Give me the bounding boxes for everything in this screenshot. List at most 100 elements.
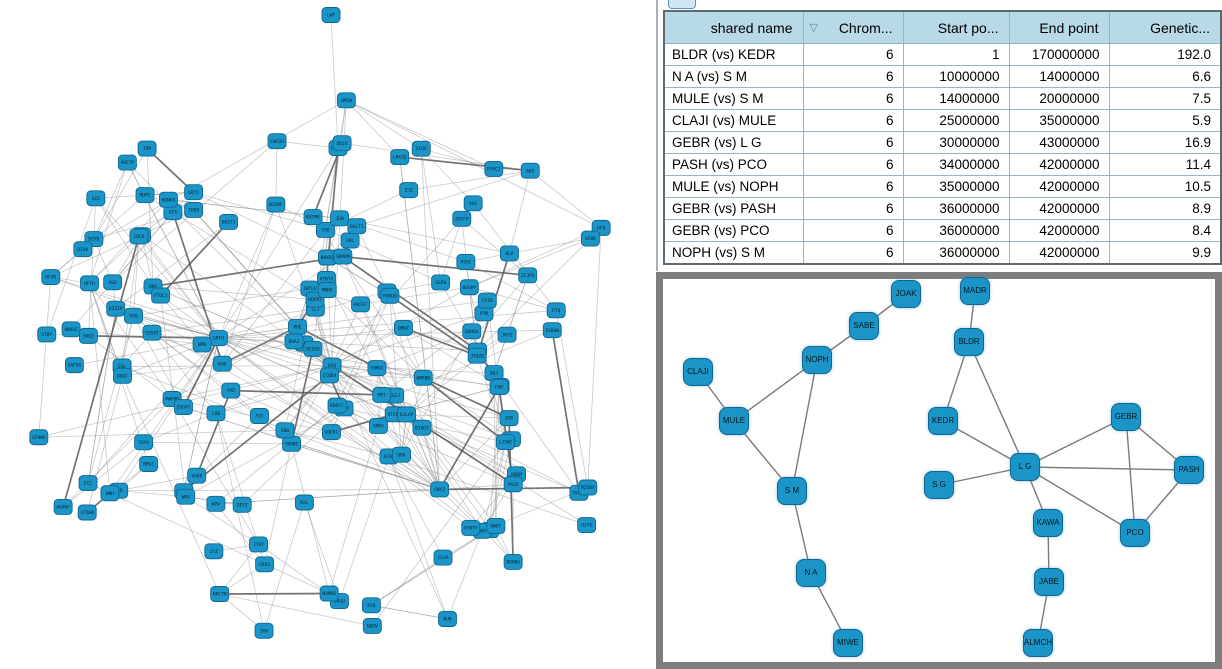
network-node[interactable] xyxy=(503,476,523,493)
network-node[interactable] xyxy=(327,397,347,414)
network-node[interactable] xyxy=(499,410,519,427)
network-node[interactable] xyxy=(332,135,352,152)
column-header-end-point[interactable]: End point xyxy=(1008,10,1110,44)
network-node-s-m[interactable]: S M xyxy=(777,477,807,505)
network-node[interactable] xyxy=(577,517,597,533)
network-node[interactable] xyxy=(37,326,57,343)
column-header-genetic[interactable]: Genetic... xyxy=(1108,10,1222,44)
network-node[interactable] xyxy=(330,210,350,227)
network-node[interactable] xyxy=(321,7,341,23)
table-cell[interactable]: 36000000 xyxy=(902,197,1010,220)
network-node[interactable] xyxy=(463,195,483,212)
table-cell[interactable]: 8.9 xyxy=(1108,197,1222,220)
table-cell[interactable]: 6 xyxy=(802,65,904,88)
network-node-bldr[interactable]: BLDR xyxy=(954,328,984,356)
network-node[interactable] xyxy=(477,292,497,309)
column-header-chromosome[interactable]: ▽ Chrom... xyxy=(802,10,904,44)
network-node-kawa[interactable]: KAWA xyxy=(1033,509,1063,537)
network-node[interactable] xyxy=(106,300,126,317)
network-node[interactable] xyxy=(284,333,304,350)
network-node[interactable] xyxy=(129,228,149,245)
network-node[interactable] xyxy=(80,275,99,292)
table-cell[interactable]: 10000000 xyxy=(902,65,1010,88)
network-node[interactable] xyxy=(303,340,323,357)
network-node[interactable] xyxy=(158,191,178,208)
table-cell[interactable]: 34000000 xyxy=(902,153,1010,176)
network-node[interactable] xyxy=(486,517,506,534)
network-node[interactable] xyxy=(500,245,519,262)
network-node-jabe[interactable]: JABE xyxy=(1034,568,1064,596)
network-node[interactable] xyxy=(542,322,562,339)
network-node-kedr[interactable]: KEDR xyxy=(928,407,958,435)
network-node[interactable] xyxy=(192,336,212,353)
table-cell[interactable]: 1 xyxy=(902,43,1010,66)
network-node[interactable] xyxy=(411,140,431,157)
network-node[interactable] xyxy=(462,323,482,340)
network-node[interactable] xyxy=(351,296,371,313)
network-node[interactable] xyxy=(267,133,287,150)
network-node[interactable] xyxy=(459,279,479,296)
network-node[interactable] xyxy=(206,405,226,422)
table-cell[interactable]: 6 xyxy=(802,131,904,154)
table-cell[interactable]: 8.4 xyxy=(1108,219,1222,242)
table-cell[interactable]: 6 xyxy=(802,153,904,176)
network-node[interactable] xyxy=(461,519,481,536)
network-node[interactable] xyxy=(151,287,171,304)
network-node[interactable] xyxy=(210,586,230,602)
network-node[interactable] xyxy=(392,446,411,463)
network-node[interactable] xyxy=(503,553,523,570)
table-cell[interactable]: GEBR (vs) PASH xyxy=(663,197,804,220)
network-node[interactable] xyxy=(303,209,323,226)
network-node[interactable] xyxy=(496,434,515,451)
table-cell[interactable]: N A (vs) S M xyxy=(663,65,804,88)
table-cell[interactable]: 36000000 xyxy=(902,241,1010,265)
network-node[interactable] xyxy=(139,456,159,472)
table-cell[interactable]: 6 xyxy=(802,175,904,198)
network-node[interactable] xyxy=(266,196,286,213)
network-node-pash[interactable]: PASH xyxy=(1174,456,1204,484)
network-node[interactable] xyxy=(321,424,341,441)
table-cell[interactable]: 42000000 xyxy=(1008,153,1110,176)
network-node-joak[interactable]: JOAK xyxy=(891,280,921,308)
table-cell[interactable]: CLAJI (vs) MULE xyxy=(663,109,804,132)
network-node-madr[interactable]: MADR xyxy=(960,277,990,305)
table-cell[interactable]: 6 xyxy=(802,219,904,242)
table-cell[interactable]: MULE (vs) NOPH xyxy=(663,175,804,198)
network-node[interactable] xyxy=(219,213,239,230)
table-cell[interactable]: GEBR (vs) PCO xyxy=(663,219,804,242)
table-cell[interactable]: 42000000 xyxy=(1008,241,1110,265)
network-node[interactable] xyxy=(137,140,157,157)
network-node[interactable] xyxy=(173,399,193,416)
network-node[interactable] xyxy=(41,269,61,285)
network-node[interactable] xyxy=(347,218,367,235)
table-cell[interactable]: 6.6 xyxy=(1108,65,1222,88)
network-node[interactable] xyxy=(135,187,155,203)
table-cell[interactable]: 6 xyxy=(802,241,904,265)
table-cell[interactable]: NOPH (vs) S M xyxy=(663,241,804,265)
network-node[interactable] xyxy=(275,422,295,439)
table-cell[interactable]: 6 xyxy=(802,87,904,110)
network-node[interactable] xyxy=(380,287,400,304)
table-cell[interactable]: 192.0 xyxy=(1108,43,1222,66)
network-node[interactable] xyxy=(362,618,382,634)
network-node[interactable] xyxy=(431,274,451,291)
table-cell[interactable]: 42000000 xyxy=(1008,175,1110,198)
scrollbar-thumb[interactable] xyxy=(668,0,696,9)
table-cell[interactable]: 14000000 xyxy=(902,87,1010,110)
network-node-s-g[interactable]: S G xyxy=(924,471,954,499)
table-cell[interactable]: 7.5 xyxy=(1108,87,1222,110)
network-node[interactable] xyxy=(333,248,353,265)
network-node-almch[interactable]: ALMCH xyxy=(1023,629,1053,657)
network-node[interactable] xyxy=(204,543,224,560)
network-node[interactable] xyxy=(53,499,73,515)
network-node[interactable] xyxy=(433,549,453,566)
network-node[interactable] xyxy=(255,556,275,573)
table-cell[interactable]: 42000000 xyxy=(1008,219,1110,242)
network-node[interactable] xyxy=(438,611,457,627)
network-node[interactable] xyxy=(452,210,472,227)
network-node[interactable] xyxy=(319,585,339,602)
network-node[interactable] xyxy=(117,154,137,171)
table-cell[interactable]: MULE (vs) S M xyxy=(663,87,804,110)
network-node-gebr[interactable]: GEBR xyxy=(1111,403,1141,431)
network-node[interactable] xyxy=(176,488,196,505)
